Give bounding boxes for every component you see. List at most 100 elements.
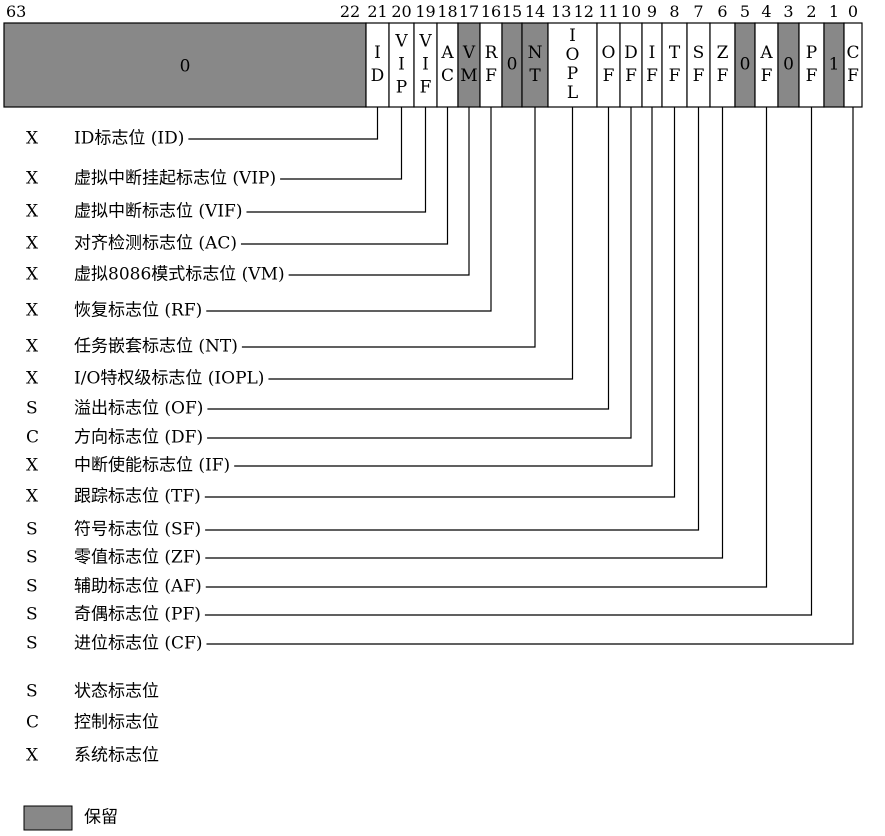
flag-label-vip: 虚拟中断挂起标志位 (VIP)	[74, 169, 276, 189]
flag-cell-letter: 0	[740, 55, 751, 75]
connector-of	[207, 107, 610, 410]
flag-cell-letter: R	[485, 43, 499, 63]
flag-type-tf: X	[26, 487, 39, 507]
bit-number-label: 0	[848, 2, 858, 21]
flag-cell-letter: P	[396, 78, 407, 98]
bit-number-label: 5	[740, 2, 750, 21]
flag-cell-letter: 1	[829, 55, 840, 75]
flag-type-if: X	[26, 456, 39, 476]
flag-cell-letter: O	[566, 45, 580, 65]
connector-if	[234, 107, 653, 467]
legend-key-x: X	[26, 746, 39, 766]
flag-cell-pf-bit-2	[798, 22, 825, 108]
flag-cell-letter: M	[460, 66, 477, 86]
flag-cell-letter: F	[603, 66, 615, 86]
bit-number-label: 11	[598, 2, 618, 21]
flag-connector-lines	[188, 107, 854, 645]
flag-label-pf: 奇偶标志位 (PF)	[74, 605, 201, 625]
flag-type-af: S	[26, 577, 38, 597]
flag-cell-letter: F	[420, 78, 432, 98]
flag-cell-of-bit-11	[596, 22, 621, 108]
flag-cell-letter: F	[806, 66, 818, 86]
flag-cell-sf-bit-7	[686, 22, 711, 108]
bit-number-label: 17	[459, 2, 479, 21]
connector-nt	[241, 107, 536, 348]
flag-cell-letter: F	[669, 66, 681, 86]
connector-vif	[246, 107, 427, 213]
bit-number-label: 13	[551, 2, 571, 21]
flag-cell-letter: I	[649, 43, 656, 63]
flag-cell-letter: F	[485, 66, 497, 86]
flag-cell-letter: 0	[507, 55, 518, 75]
flag-cell-letter: I	[374, 43, 381, 63]
connector-id	[188, 107, 379, 140]
flag-cell-id-bit-21	[365, 22, 390, 108]
connector-sf	[205, 107, 700, 531]
flag-type-pf: S	[26, 605, 38, 625]
flag-cell-af-bit-4	[754, 22, 779, 108]
flag-cell-letter: I	[422, 55, 429, 75]
flag-cell-vm-bit-17	[457, 22, 481, 108]
bit-number-label-63: 63	[6, 2, 26, 21]
register-bit-fields: 0 63 22	[3, 2, 367, 108]
flag-label-df: 方向标志位 (DF)	[74, 428, 203, 448]
connector-rf	[206, 107, 492, 312]
flag-cell-letter: F	[625, 66, 637, 86]
legend-label-x: 系统标志位	[74, 746, 159, 766]
bit-number-label: 9	[647, 2, 657, 21]
legend-key-c: C	[26, 713, 39, 733]
bit-number-label-22: 22	[340, 2, 360, 21]
bit-number-label: 2	[806, 2, 816, 21]
bit-number-label: 12	[574, 2, 594, 21]
flag-cell-letter: P	[806, 43, 817, 63]
flag-type-of: S	[26, 399, 38, 419]
flag-type-vm: X	[26, 265, 39, 285]
flag-cell-letter: D	[624, 43, 638, 63]
flag-type-vif: X	[26, 202, 39, 222]
bit-number-label: 7	[693, 2, 703, 21]
flag-type-df: C	[26, 428, 39, 448]
bit-number-label: 1	[829, 2, 839, 21]
bit-number-label: 8	[669, 2, 679, 21]
flag-cell-letter: V	[418, 32, 432, 52]
flag-label-zf: 零值标志位 (ZF)	[74, 548, 201, 568]
flag-cell-cf-bit-0	[843, 22, 863, 108]
flag-cell-letter: L	[567, 83, 578, 103]
flag-cell-letter: F	[847, 66, 859, 86]
bit-number-label: 19	[415, 2, 435, 21]
flag-cell-letter: F	[761, 66, 773, 86]
flag-cell-vip-bit-20	[388, 22, 415, 108]
flag-label-vif: 虚拟中断标志位 (VIF)	[74, 202, 242, 222]
legend-label-c: 控制标志位	[74, 713, 159, 733]
connector-tf	[204, 107, 676, 498]
connector-cf	[206, 107, 854, 645]
flag-cell-letter: N	[528, 43, 543, 63]
flag-cell-letter: V	[394, 32, 408, 52]
reserved-upper-bits-cell	[3, 22, 367, 108]
flag-type-legend: S 状态标志位 C 控制标志位 X 系统标志位	[26, 682, 159, 766]
flag-type-sf: S	[26, 520, 38, 540]
bit-number-label: 16	[481, 2, 501, 21]
connector-zf	[205, 107, 724, 559]
flag-type-id: X	[26, 129, 39, 149]
bit-number-label: 20	[391, 2, 411, 21]
connector-vm	[288, 107, 470, 276]
bit-number-label: 4	[761, 2, 771, 21]
legend-label-s: 状态标志位	[74, 682, 159, 702]
flag-cell-letter: T	[669, 43, 681, 63]
bit-number-label: 14	[525, 2, 545, 21]
bit-number-label: 18	[437, 2, 457, 21]
connector-pf	[204, 107, 813, 616]
flag-cell-letter: C	[846, 43, 859, 63]
flag-cell-letter: S	[693, 43, 705, 63]
flag-type-cf: S	[26, 634, 38, 654]
flag-label-rf: 恢复标志位 (RF)	[74, 301, 202, 321]
flag-label-vm: 虚拟8086模式标志位 (VM)	[74, 265, 285, 285]
flag-label-of: 溢出标志位 (OF)	[74, 399, 203, 419]
flag-type-rf: X	[26, 301, 39, 321]
connector-ac	[240, 107, 449, 245]
flag-cell-tf-bit-8	[661, 22, 688, 108]
flag-cell-df-bit-10	[619, 22, 643, 108]
flag-cell-letter: D	[371, 66, 385, 86]
flag-label-iopl: I/O特权级标志位 (IOPL)	[74, 369, 264, 389]
